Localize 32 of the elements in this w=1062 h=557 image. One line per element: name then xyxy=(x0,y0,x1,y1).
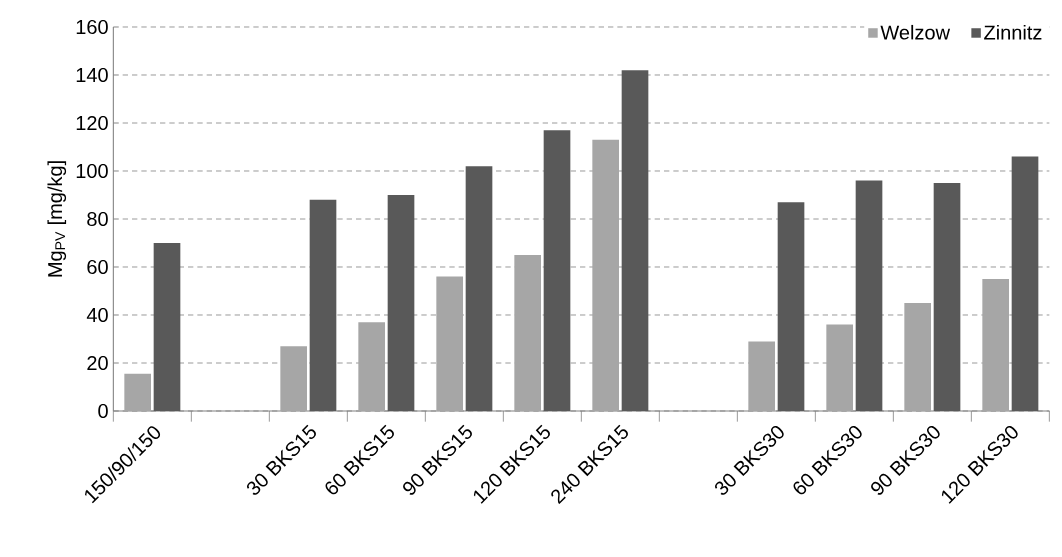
bar xyxy=(777,202,805,411)
y-tick-label: 40 xyxy=(86,307,108,323)
bar xyxy=(280,346,307,411)
bar xyxy=(514,255,542,411)
y-tick-label: 80 xyxy=(87,211,108,227)
y-tick-label: 120 xyxy=(76,115,108,131)
bar xyxy=(124,373,152,411)
bar xyxy=(592,139,620,411)
bar xyxy=(543,130,571,411)
bar xyxy=(826,324,854,411)
bar xyxy=(933,183,961,411)
bar xyxy=(1011,156,1039,411)
bar xyxy=(436,276,464,411)
y-tick-label: 140 xyxy=(76,67,108,83)
bar xyxy=(387,195,415,411)
y-tick-label: 100 xyxy=(76,163,108,179)
bar xyxy=(855,180,883,411)
bar xyxy=(748,341,776,411)
bar xyxy=(982,279,1010,411)
y-tick-label: 20 xyxy=(87,355,108,371)
legend-label: Zinnitz xyxy=(984,24,1042,40)
bar xyxy=(153,243,181,411)
bar xyxy=(465,166,493,411)
bar xyxy=(621,70,649,411)
bar xyxy=(904,303,932,411)
y-tick-label: 160 xyxy=(76,19,108,35)
bar xyxy=(309,199,337,411)
y-tick-label: 60 xyxy=(87,259,108,275)
y-axis-title: Mg$_{PV}$ [mg/kg] xyxy=(47,161,67,277)
y-tick-label: 0 xyxy=(98,403,108,419)
legend-label: Welzow xyxy=(880,24,951,40)
bar xyxy=(358,322,386,411)
